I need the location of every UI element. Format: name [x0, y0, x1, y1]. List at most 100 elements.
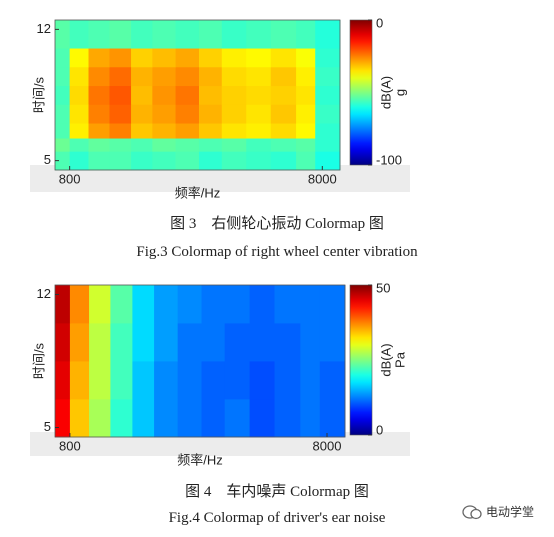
- heatmap-cell: [198, 85, 223, 105]
- heatmap-cell: [249, 361, 275, 400]
- heatmap-cell: [88, 85, 110, 105]
- heatmap-cell: [270, 66, 297, 87]
- heatmap-cell: [175, 48, 200, 68]
- heatmap-cell: [152, 85, 176, 105]
- heatmap-cell: [69, 399, 90, 438]
- heatmap-cell: [175, 66, 200, 87]
- heatmap-cell: [89, 399, 111, 438]
- colorbar-tick-label: -100: [376, 152, 402, 167]
- heatmap-cell: [221, 66, 247, 87]
- heatmap-cell: [132, 323, 155, 362]
- heatmap-cell: [246, 20, 272, 49]
- heatmap-cell: [246, 48, 272, 68]
- heatmap-cell: [221, 20, 247, 49]
- y-tick-label: 5: [44, 152, 51, 167]
- heatmap-cell: [246, 85, 272, 105]
- heatmap-cell: [198, 138, 223, 152]
- heatmap-cell: [315, 151, 341, 171]
- heatmap-cell: [300, 323, 321, 362]
- caption-en: Fig.4 Colormap of driver's ear noise: [168, 510, 386, 526]
- heatmap-cell: [69, 361, 90, 400]
- heatmap-cell: [300, 361, 321, 400]
- heatmap-cell: [109, 20, 132, 49]
- heatmap-cell: [198, 48, 223, 68]
- heatmap-cell: [270, 123, 297, 139]
- heatmap-cell: [109, 66, 132, 87]
- heatmap-cell: [132, 285, 155, 324]
- heatmap-cell: [109, 104, 132, 124]
- heatmap-cell: [315, 123, 341, 139]
- heatmap-cell: [69, 285, 90, 324]
- heatmap-cell: [69, 123, 89, 139]
- heatmap-cell: [221, 48, 247, 68]
- heatmap-cell: [177, 323, 202, 362]
- heatmap-cell: [109, 85, 132, 105]
- heatmap-cell: [55, 361, 71, 400]
- heatmap-cell: [55, 123, 71, 139]
- heatmap-cell: [69, 323, 90, 362]
- heatmap-cell: [315, 138, 341, 152]
- heatmap-cell: [300, 399, 321, 438]
- caption-zh: 图 3 右侧轮心振动 Colormap 图: [170, 216, 384, 232]
- heatmap-cell: [132, 399, 155, 438]
- heatmap-cell: [154, 361, 179, 400]
- heatmap-cell: [69, 151, 89, 171]
- heatmap-cell: [131, 104, 153, 124]
- plot-frame: [54, 284, 346, 438]
- heatmap-cell: [69, 104, 89, 124]
- heatmap-cell: [224, 399, 251, 438]
- heatmap-cell: [55, 85, 71, 105]
- heatmap-cell: [131, 151, 153, 171]
- heatmap-cell: [300, 285, 321, 324]
- heatmap-cell: [69, 66, 89, 87]
- watermark-text: 电动学堂: [486, 505, 535, 519]
- heatmap-cell: [198, 123, 223, 139]
- heatmap-cell: [132, 361, 155, 400]
- heatmap-cell: [224, 323, 251, 362]
- colorbar-tick-label: 0: [376, 15, 383, 30]
- heatmap-cell: [175, 151, 200, 171]
- heatmap-cell: [274, 285, 301, 324]
- heatmap-cell: [89, 285, 111, 324]
- x-tick-label: 800: [59, 438, 81, 453]
- heatmap-cell: [315, 85, 341, 105]
- y-axis-label: 时间/s: [31, 76, 46, 113]
- heatmap-cell: [55, 20, 71, 49]
- heatmap-cell: [296, 85, 316, 105]
- heatmap-cell: [270, 104, 297, 124]
- x-axis-label: 频率/Hz: [177, 452, 223, 467]
- heatmap-cell: [89, 323, 111, 362]
- y-axis-label: 时间/s: [31, 342, 46, 379]
- heatmap-cell: [152, 48, 176, 68]
- heatmap-cell: [110, 323, 133, 362]
- heatmap-cell: [175, 104, 200, 124]
- heatmap-cell: [270, 151, 297, 171]
- heatmap-cell: [249, 399, 275, 438]
- colorbar-tick-label: 0: [376, 422, 383, 437]
- heatmap-cell: [69, 48, 89, 68]
- heatmap-cell: [131, 66, 153, 87]
- heatmap-cell: [55, 285, 71, 324]
- heatmap-cell: [315, 66, 341, 87]
- heatmap-cell: [88, 104, 110, 124]
- heatmap-cell: [246, 151, 272, 171]
- heatmap-cell: [110, 399, 133, 438]
- heatmap-cell: [154, 285, 179, 324]
- heatmap-cell: [296, 138, 316, 152]
- heatmap-cell: [221, 104, 247, 124]
- heatmap-cell: [154, 323, 179, 362]
- heatmap-cell: [270, 138, 297, 152]
- heatmap-cell: [270, 20, 297, 49]
- heatmap-cell: [296, 123, 316, 139]
- heatmap-cell: [177, 285, 202, 324]
- heatmap-cell: [55, 399, 71, 438]
- heatmap-cell: [69, 85, 89, 105]
- heatmap-cell: [175, 123, 200, 139]
- heatmap-cell: [109, 48, 132, 68]
- heatmap-cell: [177, 399, 202, 438]
- heatmap-cell: [296, 66, 316, 87]
- heatmap-cell: [274, 361, 301, 400]
- heatmap-cell: [152, 123, 176, 139]
- heatmap-cell: [201, 399, 226, 438]
